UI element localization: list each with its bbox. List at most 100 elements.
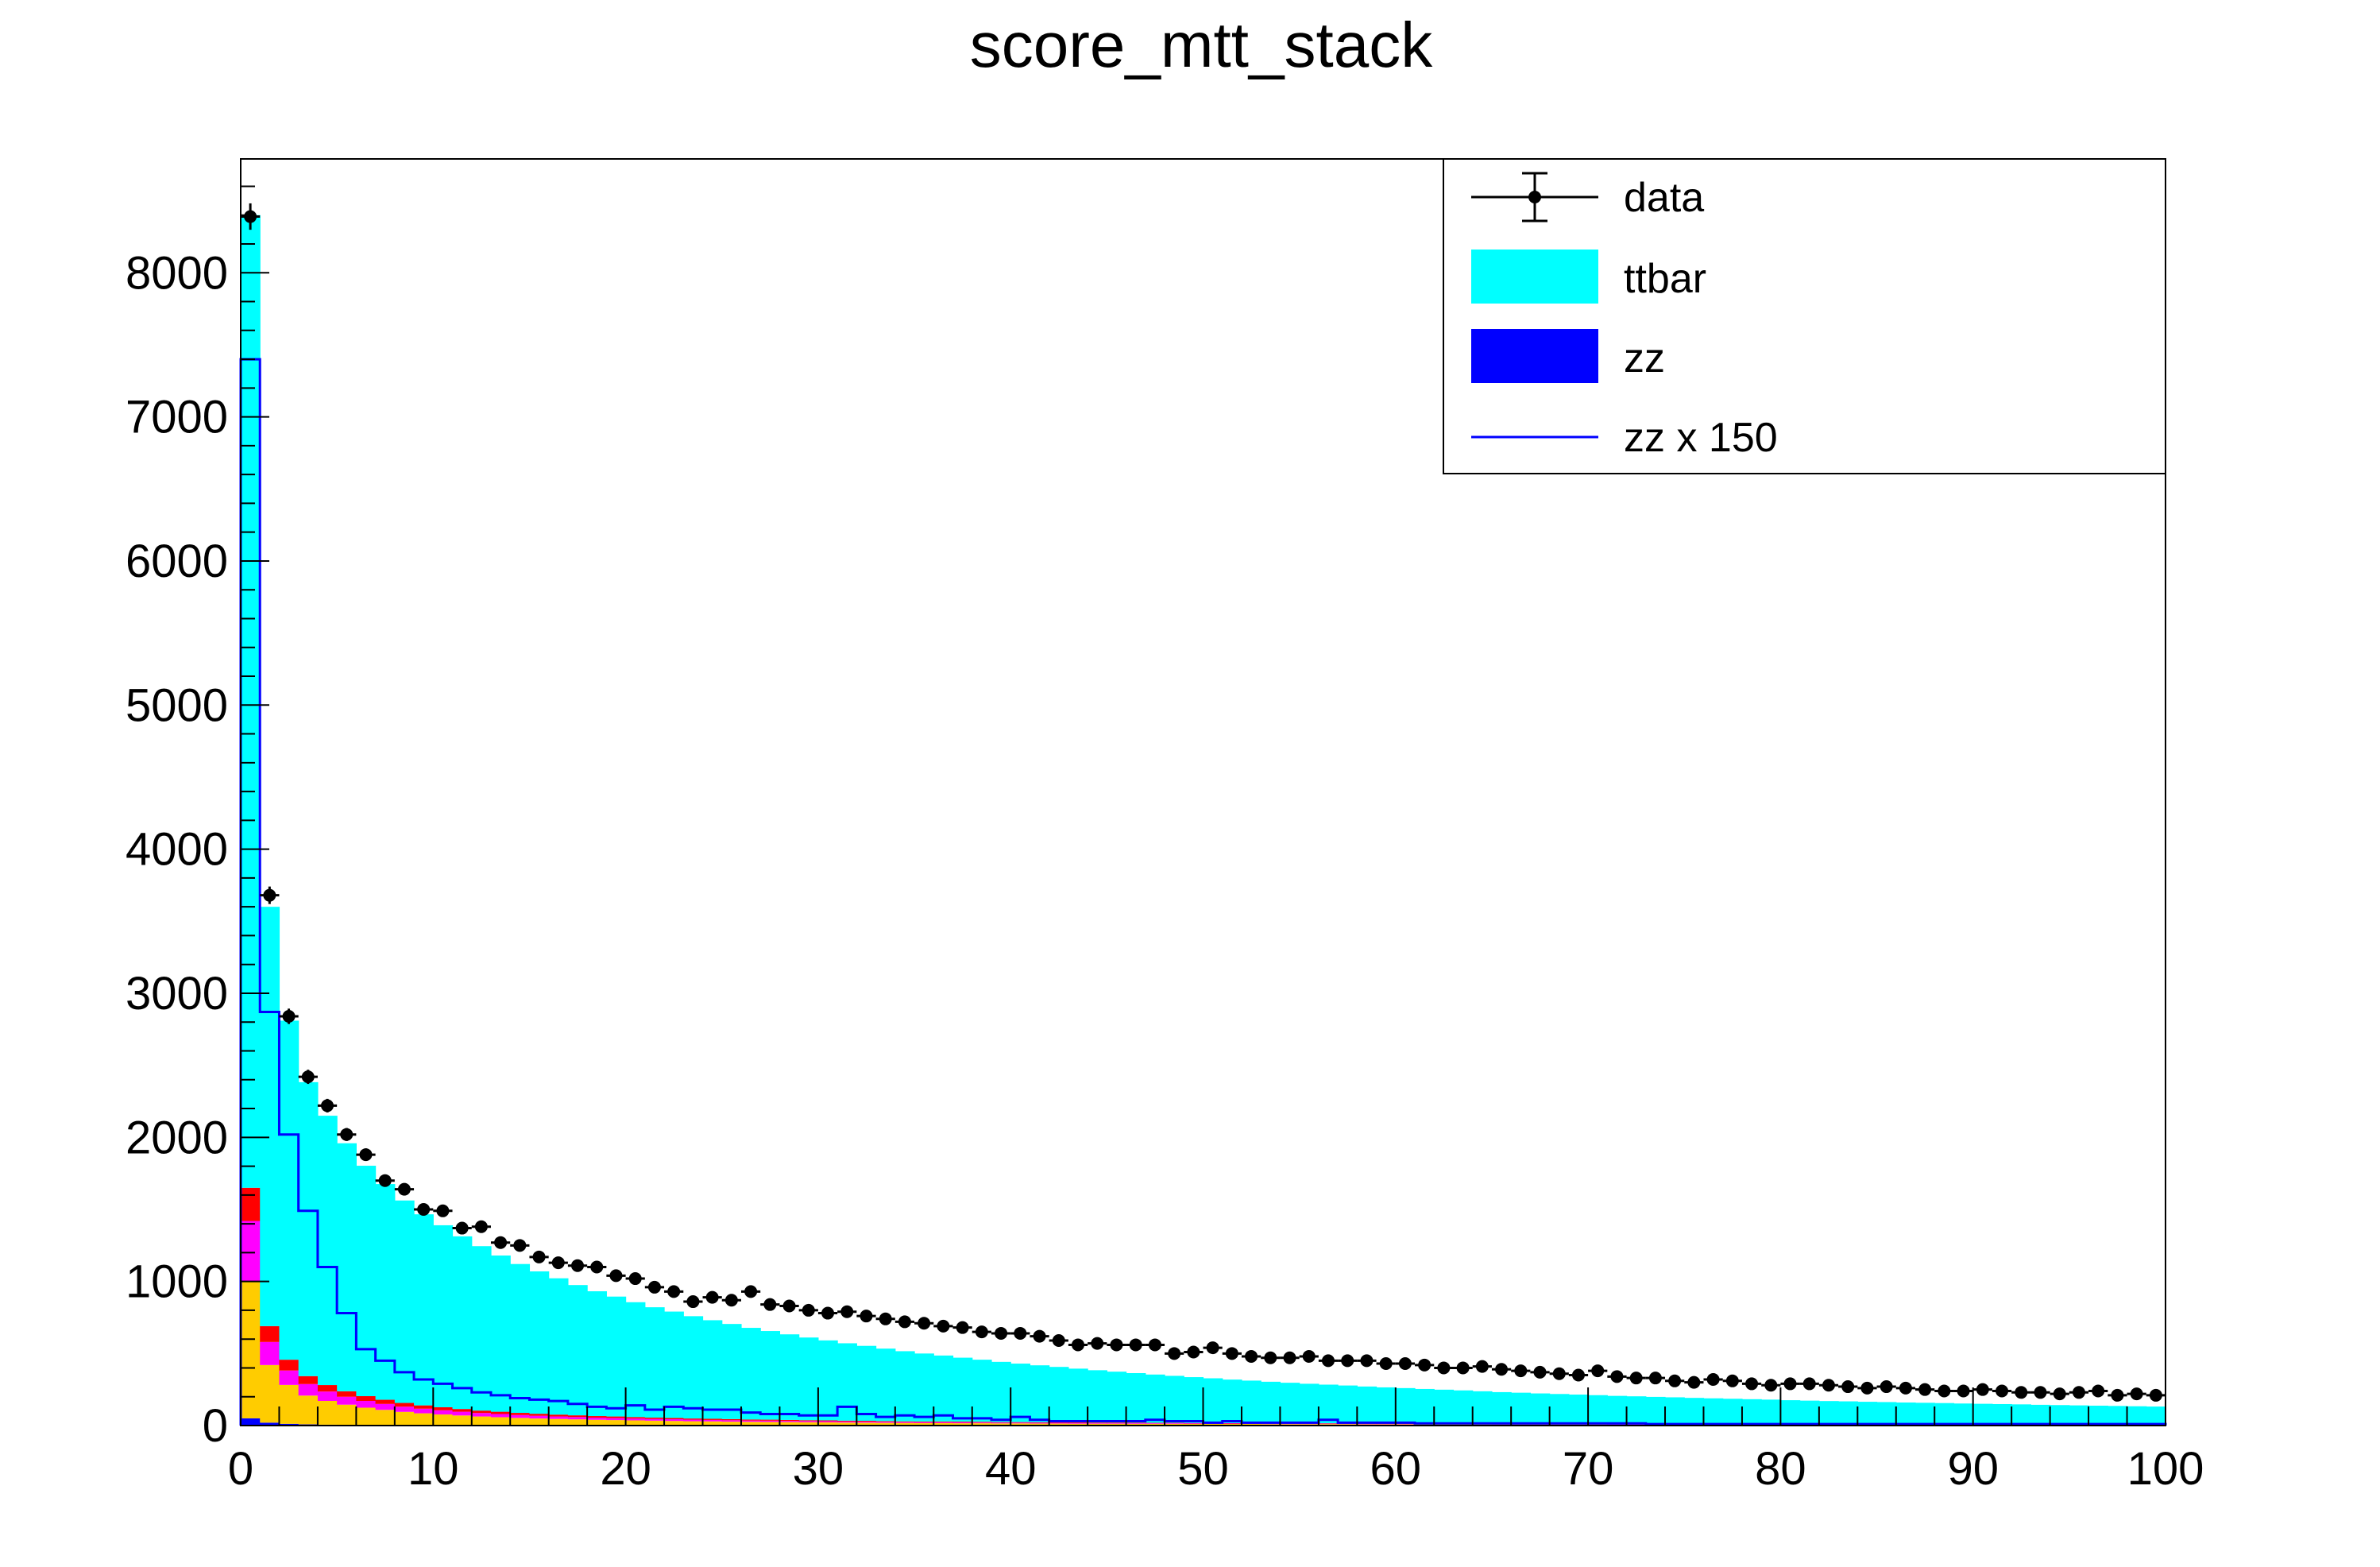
data-point [683, 1295, 703, 1309]
bar [664, 1421, 684, 1426]
data-point [740, 1285, 761, 1298]
bar [2011, 1404, 2031, 1425]
x-tick-label: 70 [1563, 1443, 1614, 1495]
bar [1010, 1422, 1031, 1423]
bar [1030, 1423, 1050, 1426]
bar [779, 1334, 800, 1420]
legend-entry-ttbar: ttbar [1471, 250, 1706, 304]
bar [1010, 1364, 1031, 1422]
bar [1145, 1374, 1165, 1423]
bar [587, 1419, 607, 1426]
bar [1972, 1403, 1993, 1425]
bar [260, 1325, 280, 1342]
bar [837, 1420, 857, 1422]
bar [1376, 1423, 1397, 1425]
bar [414, 1413, 434, 1426]
data-point [375, 1174, 395, 1187]
bar [991, 1361, 1011, 1422]
data-point [1165, 1347, 1184, 1360]
bar [1165, 1422, 1184, 1424]
bar [875, 1422, 896, 1426]
bar [587, 1290, 607, 1417]
bar [914, 1422, 934, 1423]
data-point [664, 1285, 684, 1298]
bar [1107, 1422, 1127, 1423]
data-point [1568, 1368, 1589, 1382]
data-point [1222, 1347, 1242, 1360]
data-point [510, 1239, 530, 1252]
bar [740, 1419, 761, 1421]
y-tick-label: 4000 [126, 824, 228, 876]
bar [664, 1311, 684, 1418]
bar [279, 1384, 299, 1424]
bar [856, 1422, 877, 1426]
bar [702, 1421, 723, 1426]
series-ttbar [241, 215, 2166, 1425]
bar [1184, 1377, 1204, 1423]
bar [606, 1296, 627, 1417]
bar [490, 1411, 511, 1414]
bar [1280, 1423, 1300, 1425]
data-point [779, 1299, 799, 1313]
bar [1184, 1423, 1204, 1425]
bar [914, 1353, 934, 1422]
data-point [1068, 1338, 1088, 1352]
bar [721, 1418, 742, 1421]
data-point [1088, 1337, 1107, 1350]
bar [798, 1337, 819, 1421]
data-point [1299, 1349, 1319, 1363]
bar [1568, 1395, 1589, 1424]
bar [817, 1420, 838, 1422]
bar [1511, 1392, 1532, 1424]
data-point [817, 1306, 838, 1320]
bar [375, 1399, 396, 1404]
legend-swatch-zz [1471, 329, 1598, 383]
bar [972, 1360, 992, 1422]
bar [375, 1184, 396, 1400]
bar [625, 1302, 646, 1418]
data-point [1010, 1326, 1030, 1340]
legend-entry-zz-x-150: zz x 150 [1471, 415, 1778, 461]
data-point [1838, 1380, 1858, 1394]
bar [875, 1348, 896, 1422]
bar [1280, 1383, 1300, 1424]
bar [529, 1415, 550, 1419]
bar [1145, 1423, 1165, 1424]
bar [952, 1422, 973, 1424]
bar [2127, 1406, 2147, 1425]
bar [1126, 1423, 1146, 1424]
bar [1665, 1397, 1685, 1425]
data-point [2146, 1388, 2166, 1402]
bar [625, 1418, 646, 1421]
bar [1088, 1422, 1107, 1423]
bar [760, 1331, 781, 1420]
data-point [991, 1326, 1011, 1340]
bar [817, 1340, 838, 1421]
bar [567, 1285, 588, 1416]
bar [1068, 1422, 1088, 1424]
bar [433, 1414, 454, 1426]
data-point [1741, 1377, 1762, 1391]
data-point [952, 1321, 972, 1334]
legend-label-zz-x-150: zz x 150 [1624, 415, 1778, 461]
bar [1145, 1423, 1165, 1426]
bar [644, 1307, 665, 1418]
data-point [875, 1312, 895, 1325]
bar [1222, 1422, 1242, 1424]
bar [1741, 1399, 1762, 1425]
data-point [798, 1303, 818, 1317]
data-point [1030, 1329, 1049, 1343]
legend-entry-zz: zz [1471, 329, 1665, 383]
bar [2088, 1405, 2108, 1425]
bar [548, 1414, 569, 1417]
data-point [625, 1272, 645, 1286]
data-point [1722, 1374, 1742, 1387]
data-point [529, 1250, 549, 1263]
bar [1049, 1423, 1069, 1426]
x-tick-label: 10 [408, 1443, 459, 1495]
bar [241, 215, 261, 1188]
bar [875, 1421, 896, 1422]
data-point [471, 1220, 491, 1233]
bar [414, 1214, 434, 1406]
